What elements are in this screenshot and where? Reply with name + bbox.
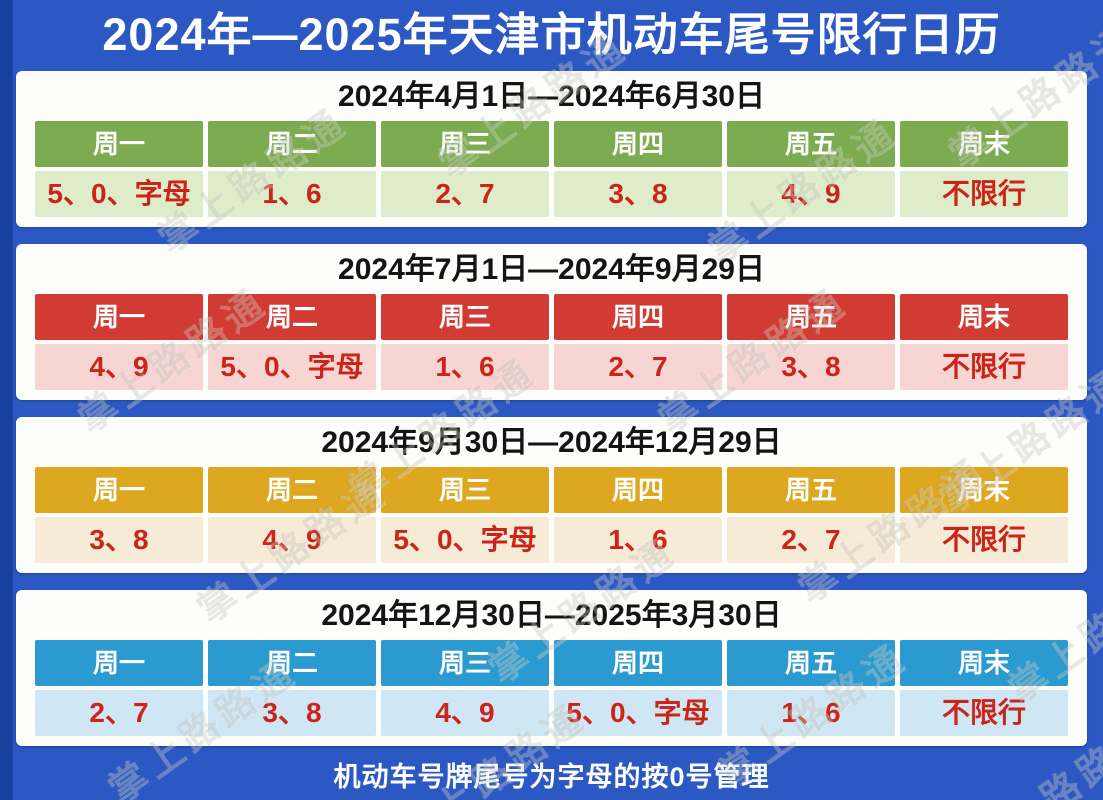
restriction-value-weekend: 不限行 — [900, 344, 1068, 390]
restriction-value-wednesday: 2、7 — [381, 171, 549, 217]
restriction-panel-sep-dec-2024: 2024年9月30日—2024年12月29日 周一 周二 周三 周四 周五 周末… — [16, 417, 1087, 573]
restriction-value-thursday: 2、7 — [554, 344, 722, 390]
footer: 机动车号牌尾号为字母的按0号管理 — [0, 746, 1103, 800]
restriction-table: 周一 周二 周三 周四 周五 周末 3、8 4、9 5、0、字母 1、6 2、7… — [35, 467, 1068, 563]
restriction-table: 周一 周二 周三 周四 周五 周末 2、7 3、8 4、9 5、0、字母 1、6… — [35, 640, 1068, 736]
panels-container: 2024年4月1日—2024年6月30日 周一 周二 周三 周四 周五 周末 5… — [16, 71, 1087, 746]
day-header-thursday: 周四 — [554, 640, 722, 686]
restriction-value-thursday: 1、6 — [554, 517, 722, 563]
day-header-weekend: 周末 — [900, 640, 1068, 686]
restriction-value-friday: 2、7 — [727, 517, 895, 563]
day-header-friday: 周五 — [727, 640, 895, 686]
restriction-value-wednesday: 4、9 — [381, 690, 549, 736]
restriction-value-monday: 2、7 — [35, 690, 203, 736]
day-header-weekend: 周末 — [900, 294, 1068, 340]
day-header-monday: 周一 — [35, 467, 203, 513]
restriction-value-weekend: 不限行 — [900, 517, 1068, 563]
page-title: 2024年—2025年天津市机动车尾号限行日历 — [102, 9, 1001, 60]
restriction-value-wednesday: 5、0、字母 — [381, 517, 549, 563]
day-header-thursday: 周四 — [554, 467, 722, 513]
restriction-value-friday: 3、8 — [727, 344, 895, 390]
restriction-value-friday: 4、9 — [727, 171, 895, 217]
day-header-weekend: 周末 — [900, 467, 1068, 513]
day-header-monday: 周一 — [35, 294, 203, 340]
restriction-table: 周一 周二 周三 周四 周五 周末 4、9 5、0、字母 1、6 2、7 3、8… — [35, 294, 1068, 390]
day-header-thursday: 周四 — [554, 121, 722, 167]
day-header-tuesday: 周二 — [208, 467, 376, 513]
restriction-value-monday: 3、8 — [35, 517, 203, 563]
day-header-tuesday: 周二 — [208, 121, 376, 167]
restriction-value-friday: 1、6 — [727, 690, 895, 736]
panel-date-range: 2024年9月30日—2024年12月29日 — [321, 426, 782, 459]
restriction-value-weekend: 不限行 — [900, 171, 1068, 217]
day-header-thursday: 周四 — [554, 294, 722, 340]
panel-date-range: 2024年7月1日—2024年9月29日 — [338, 253, 765, 286]
restriction-value-tuesday: 4、9 — [208, 517, 376, 563]
day-header-tuesday: 周二 — [208, 640, 376, 686]
day-header-monday: 周一 — [35, 121, 203, 167]
day-header-tuesday: 周二 — [208, 294, 376, 340]
restriction-panel-apr-jun-2024: 2024年4月1日—2024年6月30日 周一 周二 周三 周四 周五 周末 5… — [16, 71, 1087, 227]
restriction-panel-dec-2024-mar-2025: 2024年12月30日—2025年3月30日 周一 周二 周三 周四 周五 周末… — [16, 590, 1087, 746]
restriction-value-thursday: 3、8 — [554, 171, 722, 217]
restriction-value-tuesday: 3、8 — [208, 690, 376, 736]
restriction-table: 周一 周二 周三 周四 周五 周末 5、0、字母 1、6 2、7 3、8 4、9… — [35, 121, 1068, 217]
day-header-wednesday: 周三 — [381, 294, 549, 340]
day-header-monday: 周一 — [35, 640, 203, 686]
day-header-wednesday: 周三 — [381, 121, 549, 167]
restriction-value-monday: 5、0、字母 — [35, 171, 203, 217]
panel-date-range: 2024年4月1日—2024年6月30日 — [338, 80, 765, 113]
day-header-wednesday: 周三 — [381, 467, 549, 513]
restriction-value-tuesday: 1、6 — [208, 171, 376, 217]
day-header-wednesday: 周三 — [381, 640, 549, 686]
restriction-value-thursday: 5、0、字母 — [554, 690, 722, 736]
restriction-value-weekend: 不限行 — [900, 690, 1068, 736]
day-header-weekend: 周末 — [900, 121, 1068, 167]
panel-date-range: 2024年12月30日—2025年3月30日 — [321, 599, 782, 632]
restriction-value-monday: 4、9 — [35, 344, 203, 390]
day-header-friday: 周五 — [727, 121, 895, 167]
restriction-value-tuesday: 5、0、字母 — [208, 344, 376, 390]
day-header-friday: 周五 — [727, 294, 895, 340]
restriction-value-wednesday: 1、6 — [381, 344, 549, 390]
footer-note: 机动车号牌尾号为字母的按0号管理 — [333, 761, 770, 792]
day-header-friday: 周五 — [727, 467, 895, 513]
restriction-panel-jul-sep-2024: 2024年7月1日—2024年9月29日 周一 周二 周三 周四 周五 周末 4… — [16, 244, 1087, 400]
